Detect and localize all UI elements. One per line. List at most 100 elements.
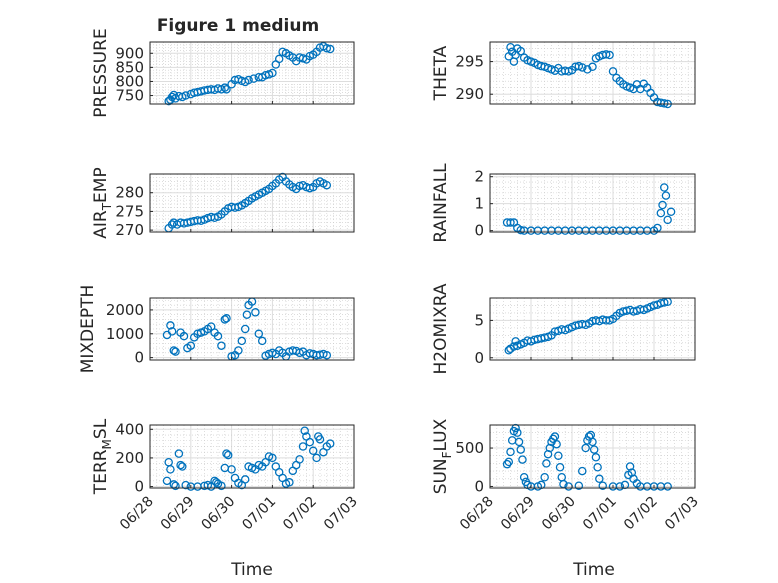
data-point [593,463,602,472]
data-point [179,331,189,341]
data-point [658,200,667,210]
y-axis-label-subscript: F [440,451,454,458]
subplot-h2omixra: 0 5 H2OMIXRA [431,283,696,375]
data-point [305,437,315,447]
data-point [588,437,597,447]
data-point [257,336,267,346]
data-point [625,462,635,471]
data-point [285,478,294,487]
y-axis-label-main: TERR [91,449,111,495]
y-axis-label: SUNFLUX [431,418,454,494]
data-point [605,50,614,60]
data-point [315,435,325,444]
y-tick-label: 200 [115,449,144,467]
data-point [217,341,226,350]
y-tick-label: 850 [115,58,144,76]
y-axis-label: THETA [431,45,451,101]
data-point [249,74,258,83]
data-point [540,472,549,482]
data-point [615,482,625,491]
y-tick-label: 500 [455,439,484,457]
data-point [660,99,669,108]
data-point [300,426,309,435]
x-axis-label-left: Time [230,560,273,580]
data-point [588,62,597,72]
data-point [660,183,669,192]
y-tick-label: 750 [115,87,144,105]
data-point [227,465,236,474]
data-point [589,445,599,454]
data-point [552,439,561,449]
data-point [519,472,529,482]
data-point [222,449,231,458]
data-point [325,44,335,54]
y-axis-label: TERRMSL [91,418,114,495]
data-point [240,324,250,334]
y-axis-label-main: AIR [91,210,111,239]
axes-box [489,297,696,361]
data-point [514,437,524,447]
y-tick-label: 400 [115,420,144,438]
data-point [583,65,592,74]
data-point [656,208,666,218]
data-point [181,91,190,100]
data-point [220,83,230,92]
data-point [516,46,526,56]
data-point [545,443,555,453]
data-point [166,321,175,330]
data-point [251,308,260,317]
data-point [308,446,318,456]
data-point [217,481,226,491]
data-point [574,481,584,490]
data-point [542,459,551,468]
data-point [661,191,671,200]
data-point [322,350,332,360]
data-point [578,466,587,476]
y-tick-label: 2 [474,168,484,186]
y-tick-label: 290 [455,85,484,103]
data-point [620,480,630,490]
data-point [240,475,250,484]
data-point [506,218,515,227]
data-point [608,67,618,76]
data-point [660,298,669,307]
data-point [511,423,520,433]
y-tick-label: 270 [115,221,144,239]
y-axis-label: AIRTEMP [91,167,114,238]
axes-box [149,173,355,233]
data-point [222,85,231,94]
data-point [322,180,332,190]
y-axis-label: RAINFALL [431,163,451,243]
data-point [176,460,185,470]
y-axis-label-main: SUN [431,458,451,494]
axes-box [149,41,355,105]
y-tick-label: 0 [134,349,144,367]
y-tick-label: 280 [115,184,144,202]
y-tick-label: 1 [474,195,484,213]
data-point [627,468,637,477]
axes-box [489,173,696,233]
data-point [169,346,179,355]
data-point [254,329,264,339]
data-point [554,451,563,460]
data-point [550,432,560,441]
data-point [222,314,231,323]
y-axis-label-subscript: T [100,202,114,211]
y-tick-label: 5 [474,311,484,329]
data-point [322,43,332,53]
y-axis-label-rest: LUX [431,418,451,451]
subplot-mixdepth: 0 1000 2000 MIXDEPTH [78,285,355,373]
y-tick-label: 800 [115,72,144,90]
y-tick-label: 0 [474,349,484,367]
data-point [504,457,514,467]
data-point [166,465,175,474]
data-point [181,480,190,490]
data-point [601,50,611,59]
data-point [325,439,335,448]
x-axis-label-right: Time [572,560,615,580]
y-axis-label-rest: SL [91,418,111,439]
